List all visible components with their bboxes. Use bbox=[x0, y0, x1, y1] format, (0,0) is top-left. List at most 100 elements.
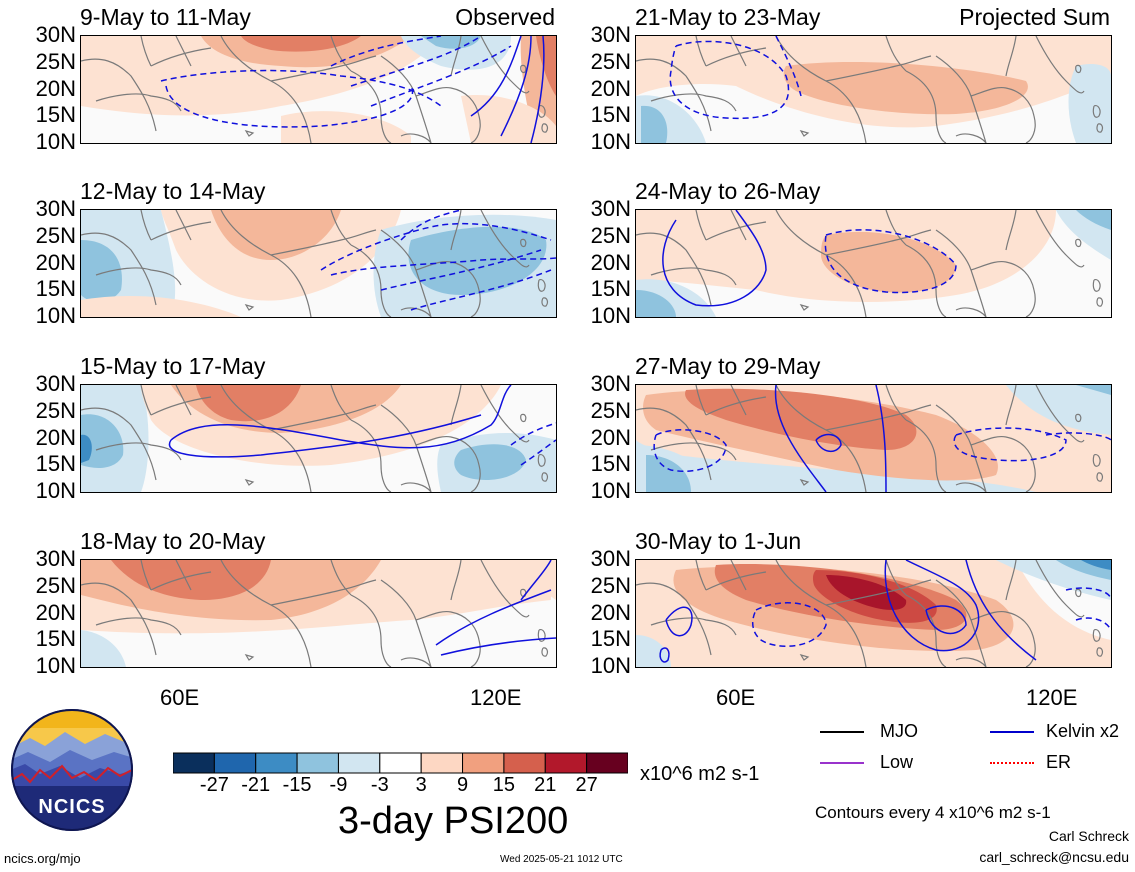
timestamp: Wed 2025-05-21 1012 UTC bbox=[500, 854, 623, 865]
panel-title-left-3: 15-May to 17-May bbox=[80, 353, 266, 379]
panel-title-right-3: 27-May to 29-May bbox=[635, 353, 821, 379]
lat-label-15n: 15N bbox=[590, 451, 631, 476]
lat-label-15n: 15N bbox=[590, 276, 631, 301]
colorbar-swatches bbox=[172, 752, 629, 774]
lat-label-15n: 15N bbox=[35, 626, 76, 651]
panel-title-right-4: 30-May to 1-Jun bbox=[635, 528, 802, 554]
colorbar-tick-label: 3 bbox=[415, 774, 427, 796]
legend-line-er bbox=[990, 762, 1034, 764]
lat-label-25n: 25N bbox=[35, 573, 76, 598]
lat-label-15n: 15N bbox=[35, 276, 76, 301]
lat-label-25n: 25N bbox=[590, 573, 631, 598]
lat-label-10n: 10N bbox=[35, 653, 76, 678]
panel-title-left-1: 9-May to 11-May bbox=[80, 4, 251, 30]
site-link[interactable]: ncics.org/mjo bbox=[4, 851, 81, 866]
lat-label-15n: 15N bbox=[35, 451, 76, 476]
author-email: carl_schreck@ncsu.edu bbox=[979, 849, 1129, 865]
lat-label-20n: 20N bbox=[590, 250, 631, 275]
map-panel-left-4 bbox=[80, 559, 557, 668]
legend-label-er: ER bbox=[1046, 752, 1072, 772]
colorbar-tick-label: -3 bbox=[370, 774, 389, 796]
map-panel-right-2 bbox=[635, 209, 1112, 318]
lat-label-25n: 25N bbox=[35, 49, 76, 74]
lat-label-10n: 10N bbox=[35, 129, 76, 154]
colorbar-swatch bbox=[296, 752, 339, 774]
lat-label-25n: 25N bbox=[35, 223, 76, 248]
map-panel-right-4 bbox=[635, 559, 1112, 668]
legend-label-low: Low bbox=[880, 752, 914, 772]
lat-label-25n: 25N bbox=[590, 49, 631, 74]
lat-label-10n: 10N bbox=[35, 478, 76, 503]
colorbar-tick-label: 27 bbox=[575, 774, 598, 796]
ncics-logo: NCICS bbox=[10, 708, 134, 832]
lat-label-20n: 20N bbox=[35, 76, 76, 101]
lat-label-10n: 10N bbox=[590, 478, 631, 503]
colorbar-tick-label: -27 bbox=[199, 774, 229, 796]
colorbar-swatch bbox=[420, 752, 464, 774]
colorbar-tick-label: -21 bbox=[241, 774, 271, 796]
map-panel-right-1 bbox=[635, 35, 1112, 144]
lat-label-30n: 30N bbox=[35, 371, 76, 396]
panel-title-left-2: 12-May to 14-May bbox=[80, 178, 266, 204]
kelvin-contours bbox=[659, 560, 1111, 663]
legend-label-mjo: MJO bbox=[880, 721, 918, 741]
contour-note: Contours every 4 x10^6 m2 s-1 bbox=[815, 803, 1051, 822]
panel-tag-right: Projected Sum bbox=[959, 4, 1110, 30]
panel-tag-left: Observed bbox=[455, 4, 555, 30]
panel-title-left-4: 18-May to 20-May bbox=[80, 528, 266, 554]
lat-label-30n: 30N bbox=[590, 22, 631, 47]
lat-label-25n: 25N bbox=[590, 223, 631, 248]
country-borders bbox=[636, 210, 1104, 317]
lat-label-20n: 20N bbox=[590, 425, 631, 450]
colorbar-swatch bbox=[172, 752, 215, 774]
legend-line-kelvin bbox=[990, 731, 1034, 733]
colorbar-swatch bbox=[255, 752, 298, 774]
lat-label-10n: 10N bbox=[590, 653, 631, 678]
lon-label-60e-left: 60E bbox=[160, 685, 200, 710]
colorbar-tick-label: -15 bbox=[282, 774, 312, 796]
country-borders bbox=[636, 385, 1104, 492]
lat-label-15n: 15N bbox=[590, 102, 631, 127]
country-borders bbox=[636, 560, 1104, 667]
legend-line-mjo bbox=[820, 731, 864, 733]
kelvin-contours bbox=[662, 210, 957, 307]
main-title: 3-day PSI200 bbox=[338, 800, 569, 842]
lon-label-120e-right: 120E bbox=[1026, 685, 1078, 710]
colorbar-tick-label: 9 bbox=[456, 774, 469, 796]
colorbar-tick-label: 15 bbox=[492, 774, 516, 796]
lat-label-25n: 25N bbox=[590, 398, 631, 423]
lat-label-30n: 30N bbox=[35, 546, 76, 571]
lat-label-30n: 30N bbox=[35, 22, 76, 47]
colorbar-units: x10^6 m2 s-1 bbox=[640, 763, 760, 785]
lat-label-20n: 20N bbox=[590, 600, 631, 625]
colorbar-swatch bbox=[586, 752, 629, 774]
lat-label-30n: 30N bbox=[590, 196, 631, 221]
lat-label-20n: 20N bbox=[35, 425, 76, 450]
lat-label-10n: 10N bbox=[590, 303, 631, 328]
colorbar-tick-label: -9 bbox=[329, 774, 348, 796]
lat-label-30n: 30N bbox=[35, 196, 76, 221]
lon-label-120e-left: 120E bbox=[470, 685, 522, 710]
lat-label-20n: 20N bbox=[590, 76, 631, 101]
colorbar-swatch bbox=[462, 752, 505, 774]
lat-label-30n: 30N bbox=[590, 546, 631, 571]
author-name: Carl Schreck bbox=[1048, 828, 1129, 844]
panel-title-right-1: 21-May to 23-May bbox=[635, 4, 821, 30]
lat-label-15n: 15N bbox=[35, 102, 76, 127]
logo-text: NCICS bbox=[38, 796, 106, 818]
country-borders bbox=[81, 36, 549, 143]
colorbar-swatch bbox=[213, 752, 257, 774]
map-panel-left-3 bbox=[80, 384, 557, 493]
kelvin-contours bbox=[669, 36, 802, 120]
legend-line-low bbox=[820, 762, 864, 764]
lat-label-10n: 10N bbox=[590, 129, 631, 154]
country-borders bbox=[636, 36, 1104, 143]
country-borders bbox=[81, 385, 549, 492]
kelvin-contours bbox=[160, 36, 545, 143]
lat-label-30n: 30N bbox=[590, 371, 631, 396]
colorbar-swatch bbox=[544, 752, 588, 774]
map-panel-left-2 bbox=[80, 209, 557, 318]
lat-label-25n: 25N bbox=[35, 398, 76, 423]
colorbar-tick-label: 21 bbox=[534, 774, 557, 796]
map-panel-right-3 bbox=[635, 384, 1112, 493]
